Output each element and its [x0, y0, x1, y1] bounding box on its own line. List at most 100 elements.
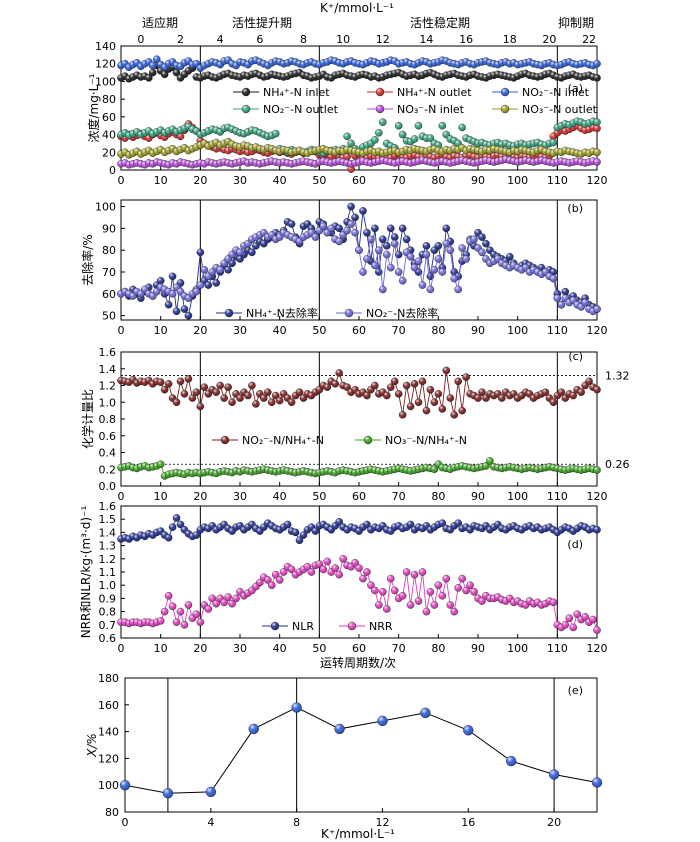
y-axis-label: NRR和NLR/kg·(m³·d)⁻¹ [79, 506, 93, 639]
data-point [581, 298, 589, 307]
data-point [196, 618, 205, 626]
x-tick-label: 8 [293, 816, 300, 829]
data-point [426, 285, 435, 294]
data-point [335, 570, 343, 579]
x-tick-label: 40 [273, 174, 287, 187]
data-point [390, 377, 399, 386]
data-point [420, 707, 431, 719]
data-point [565, 614, 574, 623]
data-point [463, 725, 474, 736]
data-point [414, 597, 423, 605]
x-tick-label: 70 [392, 324, 406, 337]
phase-label-adaptation: 适应期 [142, 15, 178, 30]
data-point [367, 235, 375, 244]
data-point [248, 723, 259, 735]
data-point [450, 274, 459, 283]
data-point [224, 383, 232, 391]
x-tick-label: 80 [431, 642, 445, 655]
data-point [593, 158, 601, 166]
top-tick-label: 22 [582, 33, 596, 46]
data-point [406, 601, 415, 609]
data-point [180, 621, 189, 629]
data-point [410, 263, 419, 272]
data-point [204, 281, 213, 289]
panel-label: (a) [568, 82, 583, 95]
top-tick-label: 14 [419, 33, 433, 46]
y-tick-label: 20 [102, 146, 116, 159]
panel-label: (d) [567, 538, 583, 551]
data-point [386, 574, 395, 583]
data-point [192, 287, 201, 296]
legend-label: NO₂⁻-N outlet [263, 103, 339, 116]
y-tick-label: 0 [109, 164, 116, 177]
data-point [339, 555, 347, 563]
data-point [156, 617, 165, 625]
data-point [442, 366, 451, 375]
data-point [398, 276, 407, 285]
y-axis-label: X/% [85, 733, 99, 758]
data-point [216, 381, 224, 390]
y-tick-label: 140 [98, 726, 119, 739]
x-tick-label: 60 [352, 490, 366, 503]
y-tick-label: 0.9 [99, 592, 117, 605]
data-point [212, 279, 220, 287]
data-point [156, 276, 165, 285]
data-point [577, 388, 585, 397]
data-point [363, 255, 371, 263]
x-tick-label: 10 [154, 490, 168, 503]
data-point [458, 406, 466, 415]
data-point [402, 381, 411, 390]
legend-marker [220, 435, 230, 445]
data-point [196, 281, 205, 289]
data-point [450, 607, 459, 616]
top-tick-label: 0 [137, 33, 144, 46]
data-point [470, 235, 478, 244]
data-point [327, 224, 336, 233]
data-point [442, 239, 451, 248]
y-tick-label: 0.8 [99, 606, 117, 619]
data-point [263, 388, 272, 397]
x-tick-label: 0 [118, 490, 125, 503]
data-point [382, 250, 391, 259]
y-tick-label: 60 [102, 111, 116, 124]
y-tick-label: 1.5 [99, 513, 117, 526]
data-point [375, 601, 383, 609]
x-tick-label: 80 [431, 324, 445, 337]
data-point [458, 244, 466, 252]
data-point [172, 514, 181, 522]
data-point [343, 226, 351, 235]
phase-label-inhibition: 抑制期 [558, 15, 594, 30]
y-tick-label: 0.6 [99, 430, 117, 443]
x-tick-label: 30 [233, 324, 247, 337]
data-point [252, 400, 260, 408]
data-point [462, 255, 470, 263]
series-line [124, 706, 598, 794]
data-point [164, 300, 173, 309]
data-point [430, 266, 439, 274]
data-point [335, 369, 343, 377]
data-point [593, 148, 601, 157]
legend-label: NH₄⁺-N去除率 [246, 306, 318, 320]
data-point [402, 235, 411, 244]
data-point [470, 588, 478, 596]
y-tick-label: 0.4 [99, 447, 117, 460]
data-point [176, 377, 185, 386]
data-point [430, 601, 439, 609]
top-tick-label: 16 [459, 33, 473, 46]
data-point [434, 255, 443, 263]
data-point [156, 460, 165, 469]
data-point [442, 224, 451, 233]
y-tick-label: 1.2 [99, 380, 117, 393]
x-tick-label: 110 [547, 642, 568, 655]
y-tick-label: 180 [98, 672, 119, 685]
x-tick-label: 0 [118, 642, 125, 655]
data-point [343, 132, 351, 141]
data-point [478, 248, 486, 257]
data-point [434, 581, 443, 590]
data-point [248, 248, 256, 257]
panel-label: (c) [568, 350, 583, 363]
data-point [569, 623, 578, 632]
data-point [378, 235, 387, 244]
data-point [359, 574, 367, 583]
